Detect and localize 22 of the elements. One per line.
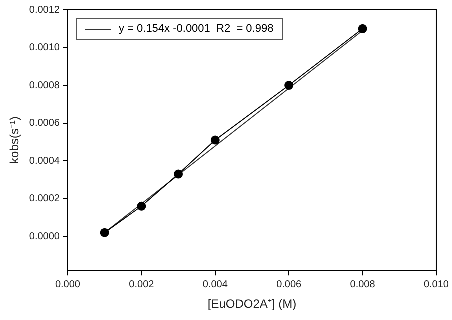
x-tick-label: 0.000: [55, 279, 81, 290]
y-axis-title: kobs(s⁻¹): [8, 116, 22, 164]
point: [210, 136, 220, 145]
point: [174, 170, 184, 179]
y-tick-label: 0.0008: [29, 80, 60, 92]
point: [137, 202, 146, 211]
x-tick-label: 0.002: [129, 279, 155, 290]
y-tick-label: 0.0012: [29, 4, 60, 16]
y-tick-label: 0.0000: [29, 231, 60, 242]
x-tick-label: 0.010: [424, 279, 450, 290]
y-tick-label: 0.0004: [29, 156, 60, 167]
point: [358, 24, 368, 34]
legend-label: y = 0.154x -0.0001 R2 = 0.998: [118, 23, 274, 35]
y-tick-label: 0.0006: [29, 118, 60, 130]
y-tick-label: 0.0002: [29, 194, 60, 205]
x-tick-label: 0.006: [276, 279, 302, 290]
x-tick-label: 0.008: [350, 279, 376, 290]
y-tick-label: 0.0010: [29, 42, 60, 54]
x-tick-label: 0.004: [202, 279, 228, 290]
point: [284, 81, 294, 90]
x-axis-title: [EuODO2A⁺] (M): [208, 297, 297, 312]
point: [100, 228, 110, 238]
